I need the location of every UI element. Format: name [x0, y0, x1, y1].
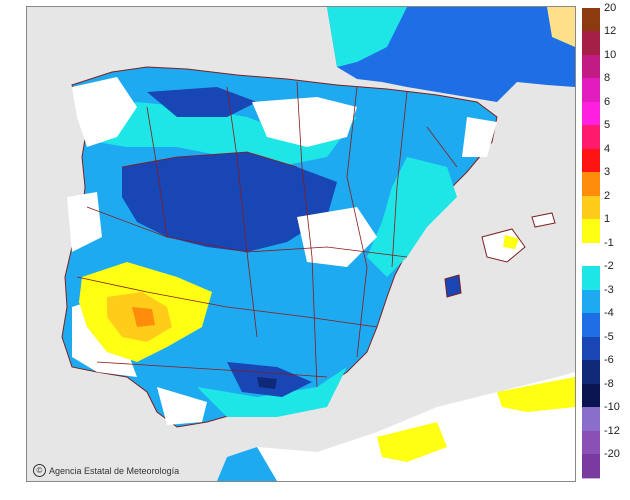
legend-label: -4: [604, 307, 614, 320]
legend-label: 8: [604, 72, 611, 85]
watermark: eltiempo: [513, 457, 575, 473]
legend-label: 2: [604, 189, 611, 202]
legend-label: 6: [604, 95, 611, 108]
legend-swatch: [582, 172, 600, 197]
navy-spot: [257, 377, 277, 389]
credit-text: Agencia Estatal de Meteorología: [49, 465, 180, 476]
africa-blue: [217, 447, 277, 481]
cyan-north-belt: [87, 102, 357, 167]
africa-yellow-2: [497, 377, 575, 412]
dark-blue-core: [122, 152, 337, 252]
orange-core: [132, 307, 155, 327]
legend-label: 5: [604, 119, 611, 132]
legend-swatch: [582, 430, 600, 455]
legend-swatch: [582, 383, 600, 408]
cyan-east-belt: [367, 157, 457, 277]
legend-swatch: [582, 7, 600, 32]
north-africa: [217, 372, 575, 481]
legend-label: 10: [604, 48, 617, 61]
legend-label: -20: [604, 448, 620, 461]
legend-swatch: [582, 31, 600, 56]
legend-swatch: [582, 360, 600, 385]
color-legend: 20 12 10 8 6 5 4 3 2 1 -1 -2 -3 -4 -5 -6 -8 -10 -12 -20: [582, 2, 628, 479]
legend-item: -10: [582, 401, 628, 432]
legend-swatch: [582, 54, 600, 79]
africa-yellow-1: [377, 422, 447, 462]
legend-label: 1: [604, 213, 611, 226]
legend-label: -2: [604, 260, 614, 273]
white-south-coast: [157, 387, 207, 425]
credit-line: © Agencia Estatal de Meteorología: [33, 464, 179, 477]
legend-swatch: [582, 148, 600, 173]
legend-swatch: [582, 125, 600, 150]
legend-swatch: [582, 195, 600, 220]
white-portugal-west: [67, 192, 102, 252]
anomaly-map: © Agencia Estatal de Meteorología eltiem…: [26, 6, 576, 482]
legend-swatch: [582, 336, 600, 361]
legend-swatch: [582, 219, 600, 244]
legend-label: 12: [604, 25, 617, 38]
legend-swatch: [582, 289, 600, 314]
legend-label: -12: [604, 424, 620, 437]
legend-label: 20: [604, 1, 617, 14]
legend-swatch: [582, 407, 600, 432]
legend-label: 3: [604, 166, 611, 179]
region-boundaries: [76, 81, 458, 388]
legend-swatch: [582, 266, 600, 291]
legend-label: -1: [604, 236, 614, 249]
legend-label: -10: [604, 401, 620, 414]
menorca-island: [531, 212, 556, 228]
legend-label: -6: [604, 354, 614, 367]
legend-swatch: [582, 242, 600, 267]
ibiza-island: [444, 274, 462, 298]
legend-swatch: [582, 101, 600, 126]
copyright-icon: ©: [33, 464, 46, 477]
legend-label: -5: [604, 330, 614, 343]
france-light-area: [327, 7, 407, 67]
legend-label: -3: [604, 283, 614, 296]
map-canvas: [61, 7, 575, 481]
legend-item: -20: [582, 448, 628, 479]
white-galicia: [72, 77, 137, 147]
cyan-south-belt: [197, 367, 347, 417]
legend-item: -12: [582, 425, 628, 455]
white-ebro: [252, 97, 357, 147]
legend-item: 12: [582, 25, 628, 56]
legend-swatch: [582, 454, 600, 479]
legend-swatch: [582, 313, 600, 338]
legend-label: 4: [604, 142, 611, 155]
dark-blue-north: [147, 87, 257, 117]
white-catalonia: [462, 117, 497, 157]
france-orange-patch: [547, 7, 575, 47]
legend-swatch: [582, 78, 600, 103]
legend-label: -8: [604, 377, 614, 390]
mallorca-yellow: [503, 235, 519, 249]
